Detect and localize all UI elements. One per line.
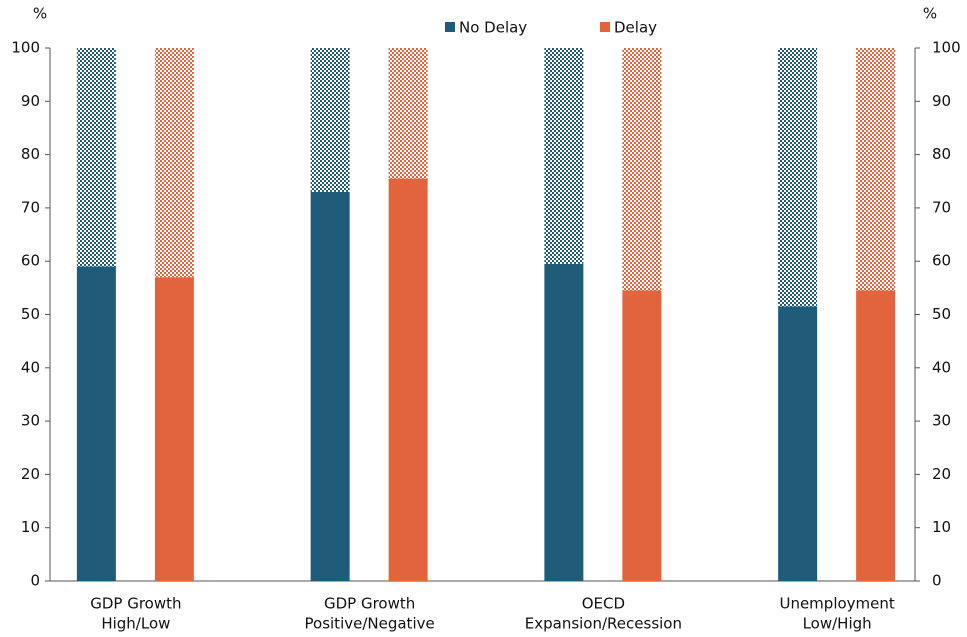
y2-tick-label: 90 (932, 92, 951, 110)
y-tick-label: 50 (21, 305, 40, 323)
y2-tick-label: 70 (932, 198, 951, 216)
y-tick-label: 60 (21, 252, 40, 270)
bar-patterned (76, 48, 116, 267)
bar (76, 266, 116, 581)
x-tick-label: GDP Growth (90, 595, 181, 613)
y-tick-label: 30 (21, 412, 40, 430)
bar-patterned (154, 48, 194, 278)
y2-tick-label: 0 (932, 572, 942, 590)
bar-patterned (778, 48, 818, 307)
bar-patterned (544, 48, 584, 264)
x-tick-label: High/Low (101, 615, 170, 633)
bar (544, 263, 584, 581)
x-tick-label: Expansion/Recession (525, 615, 682, 633)
y2-tick-label: 60 (932, 252, 951, 270)
bar (622, 290, 662, 581)
legend-label: Delay (614, 19, 657, 37)
bar (856, 290, 896, 581)
bar-patterned (856, 48, 896, 291)
x-tick-label: Low/High (803, 615, 872, 633)
y2-tick-label: 100 (932, 39, 961, 57)
y-unit: % (33, 5, 47, 23)
x-tick-label: Positive/Negative (305, 615, 435, 633)
y-tick-label: 20 (21, 465, 40, 483)
x-tick-label: GDP Growth (324, 595, 415, 613)
y-tick-label: 10 (21, 518, 40, 536)
y2-tick-label: 80 (932, 145, 951, 163)
y2-unit: % (923, 5, 937, 23)
legend-swatch (600, 22, 610, 32)
bar (310, 191, 350, 581)
y2-tick-label: 20 (932, 465, 951, 483)
bar-patterned (388, 48, 428, 179)
legend-label: No Delay (459, 19, 527, 37)
y-tick-label: 80 (21, 145, 40, 163)
y2-tick-label: 40 (932, 358, 951, 376)
y2-tick-label: 50 (932, 305, 951, 323)
y2-tick-label: 30 (932, 412, 951, 430)
bar-patterned (310, 48, 350, 192)
y-tick-label: 0 (30, 572, 40, 590)
bar (778, 306, 818, 581)
bar-patterned (622, 48, 662, 291)
y-tick-label: 70 (21, 198, 40, 216)
bar (154, 277, 194, 581)
y-tick-label: 40 (21, 358, 40, 376)
legend-swatch (445, 22, 455, 32)
x-tick-label: OECD (582, 595, 625, 613)
bar (388, 178, 428, 581)
y-tick-label: 100 (11, 39, 40, 57)
y-tick-label: 90 (21, 92, 40, 110)
x-tick-label: Unemployment (779, 595, 894, 613)
y2-tick-label: 10 (932, 518, 951, 536)
